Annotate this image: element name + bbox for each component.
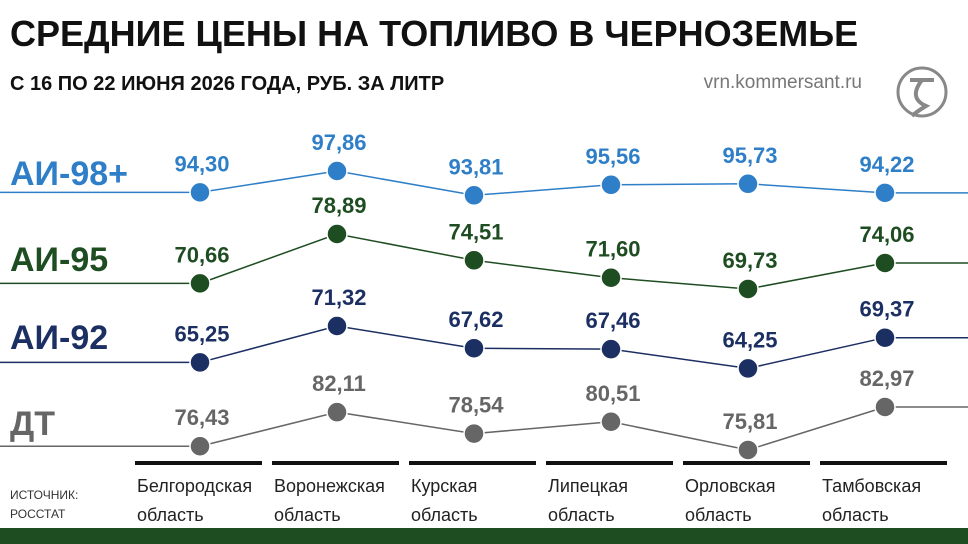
- x-tick-label: Липецкая область: [548, 476, 628, 525]
- point: [874, 396, 896, 418]
- value-label: 97,86: [311, 130, 366, 155]
- series-name: АИ-98+: [10, 155, 128, 193]
- point: [189, 272, 211, 295]
- x-tick-label: Белгородская область: [137, 476, 253, 525]
- category-bar: [683, 461, 810, 465]
- point: [874, 326, 896, 349]
- point: [326, 315, 348, 337]
- value-label: 74,06: [859, 222, 914, 247]
- x-tick-label: Орловская область: [685, 476, 776, 525]
- point: [326, 223, 348, 245]
- value-label: 74,51: [448, 219, 503, 244]
- point: [874, 182, 896, 204]
- source: ИСТОЧНИК: РОССТАТ: [10, 488, 79, 521]
- series-line: [199, 170, 886, 197]
- value-label: 95,56: [585, 144, 640, 169]
- point: [600, 266, 622, 289]
- point: [600, 411, 622, 433]
- point: [737, 357, 759, 380]
- point: [189, 351, 211, 374]
- point: [326, 160, 348, 182]
- value-label: 94,30: [174, 151, 229, 176]
- value-label: 94,22: [859, 152, 914, 177]
- footer-band: [0, 528, 968, 544]
- value-label: 70,66: [174, 242, 229, 267]
- series-line: [199, 406, 886, 451]
- series-line: [199, 325, 886, 370]
- value-label: 65,25: [174, 321, 229, 346]
- point: [463, 184, 485, 207]
- value-label: 67,62: [448, 307, 503, 332]
- value-label: 71,32: [311, 285, 366, 310]
- category-bar: [272, 461, 399, 465]
- x-tick-label: Курская область: [411, 476, 478, 525]
- value-label: 82,11: [312, 371, 366, 396]
- category-bar: [135, 461, 262, 465]
- series-name: ДТ: [10, 405, 55, 443]
- point: [737, 439, 759, 461]
- logo-glyph: [910, 78, 934, 118]
- value-label: 78,54: [448, 393, 504, 418]
- logo: [896, 66, 948, 118]
- series-line: [199, 233, 886, 290]
- point: [326, 401, 348, 423]
- point: [463, 337, 485, 359]
- point: [737, 278, 759, 300]
- series-name: АИ-95: [10, 241, 108, 279]
- site: vrn.kommersant.ru: [704, 72, 862, 93]
- value-label: 69,37: [859, 297, 914, 322]
- value-label: 67,46: [585, 308, 640, 333]
- point: [189, 435, 211, 457]
- point: [874, 252, 896, 274]
- point: [737, 173, 759, 195]
- value-label: 95,73: [722, 143, 777, 168]
- category-bar: [409, 461, 536, 465]
- value-label: 82,97: [859, 366, 914, 391]
- series-name: АИ-92: [10, 319, 108, 357]
- value-label: 78,89: [311, 193, 366, 218]
- value-label: 71,60: [585, 237, 640, 262]
- value-label: 76,43: [174, 405, 229, 430]
- point: [463, 249, 485, 272]
- x-tick-label: Воронежская область: [274, 476, 385, 525]
- chart-subtitle: С 16 ПО 22 ИЮНЯ 2026 ГОДА, РУБ. ЗА ЛИТР: [10, 73, 444, 95]
- value-label: 80,51: [585, 381, 640, 406]
- point: [189, 181, 211, 204]
- x-tick-label: Тамбовская область: [822, 476, 922, 525]
- value-label: 64,25: [722, 327, 777, 352]
- point: [463, 422, 485, 445]
- value-label: 69,73: [722, 248, 777, 273]
- category-bar: [546, 461, 673, 465]
- chart-title: СРЕДНИЕ ЦЕНЫ НА ТОПЛИВО В ЧЕРНОЗЕМЬЕ: [10, 13, 858, 54]
- value-label: 93,81: [448, 154, 503, 179]
- category-bar: [820, 461, 947, 465]
- point: [600, 338, 622, 360]
- value-label: 75,81: [722, 409, 777, 434]
- point: [600, 174, 622, 196]
